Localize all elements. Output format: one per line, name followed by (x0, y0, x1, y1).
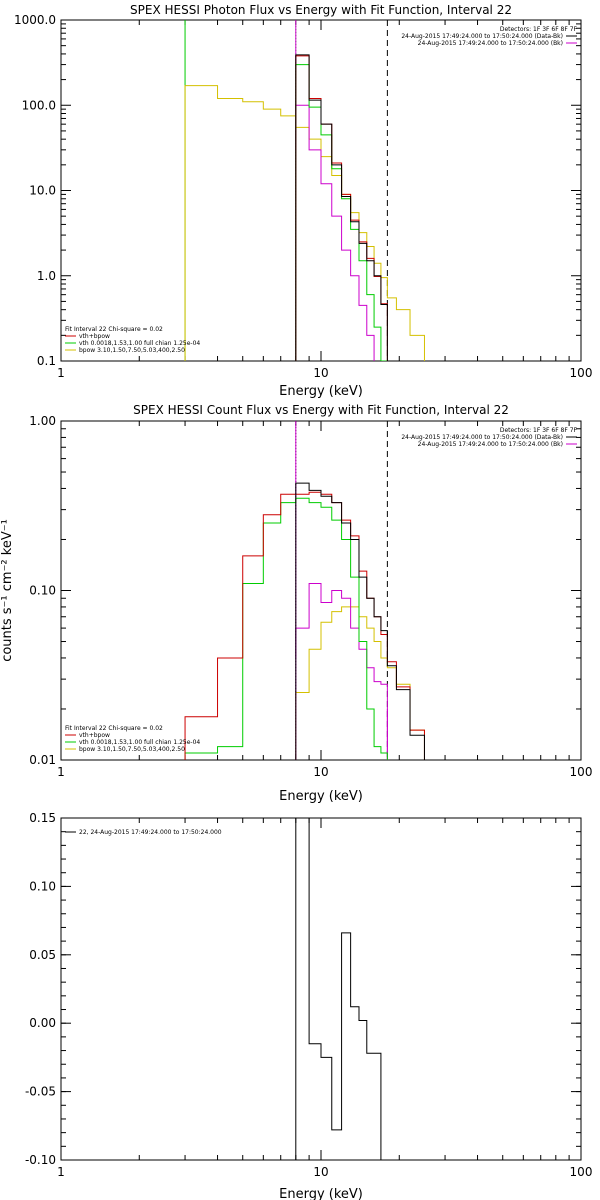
y-tick-label: 0.05 (29, 948, 56, 962)
legend-entry: Detectors: 1F 3F 6F 8F 7F (500, 26, 578, 33)
legend-entry: vth 0.0018,1.53,1.00 full chian 1.25e-04 (79, 739, 200, 746)
plot-area (184, 20, 425, 361)
chart-panel-2: SPEX HESSI Count Flux vs Energy with Fit… (0, 403, 592, 804)
plot-frame (60, 817, 582, 1161)
y-tick-label: 0.00 (29, 1016, 56, 1030)
chart-title: SPEX HESSI Photon Flux vs Energy with Fi… (130, 3, 512, 17)
y-tick-label: 0.1 (37, 354, 56, 368)
x-tick-label: 1 (57, 765, 65, 779)
x-tick-label: 100 (570, 1165, 593, 1179)
histogram-series-bpow (295, 606, 425, 760)
chart-panel-1: SPEX HESSI Photon Flux vs Energy with Fi… (14, 3, 592, 399)
y-tick-label: -0.10 (25, 1153, 56, 1167)
y-tick-label: 1.00 (29, 414, 56, 428)
x-tick-label: 10 (313, 765, 328, 779)
legend-entry: 24-Aug-2015 17:49:24.000 to 17:50:24.000… (418, 441, 563, 448)
x-tick-label: 10 (313, 1165, 328, 1179)
histogram-series-background (295, 104, 375, 361)
histogram-series-data (295, 54, 388, 361)
chart-title: SPEX HESSI Count Flux vs Energy with Fit… (133, 403, 509, 417)
x-tick-label: 1 (57, 1165, 65, 1179)
legend-entry: Fit Interval 22 Chi-square = 0.02 (65, 326, 163, 333)
legend-entry: 22, 24-Aug-2015 17:49:24.000 to 17:50:24… (79, 829, 222, 836)
x-tick-label: 1 (57, 366, 65, 380)
legend-entry: 24-Aug-2015 17:49:24.000 to 17:50:24.000… (418, 40, 563, 47)
x-tick-label: 100 (570, 366, 593, 380)
histogram-series-vth (184, 497, 388, 760)
plot-frame (60, 19, 582, 362)
x-axis-label: Energy (keV) (279, 1187, 363, 1200)
y-tick-label: 0.01 (29, 753, 56, 767)
y-tick-label: 0.10 (29, 879, 56, 893)
legend-entry: 24-Aug-2015 17:49:24.000 to 17:50:24.000… (401, 33, 563, 40)
histogram-series-background (295, 582, 388, 760)
legend-entry: vth 0.0018,1.53,1.00 full chian 1.25e-04 (79, 340, 200, 347)
y-axis-label: counts s⁻¹ cm⁻² keV⁻¹ (0, 519, 15, 662)
y-tick-label: 0.10 (29, 584, 56, 598)
x-tick-label: 10 (313, 366, 328, 380)
histogram-series-bpow (184, 85, 425, 361)
legend-entry: bpow 3.10,1.50,7.50,5.03,400,2.50 (79, 347, 185, 354)
x-axis-label: Energy (keV) (279, 384, 363, 399)
plot-area (295, 818, 388, 1160)
legend-entry: vth+bpow (79, 333, 110, 340)
y-tick-label: 1000.0 (14, 13, 56, 27)
legend-entry: 24-Aug-2015 17:49:24.000 to 17:50:24.000… (401, 434, 563, 441)
legend-entry: bpow 3.10,1.50,7.50,5.03,400,2.50 (79, 746, 185, 753)
x-tick-label: 100 (570, 765, 593, 779)
histogram-series-data (295, 482, 425, 760)
x-axis-label: Energy (keV) (279, 789, 363, 804)
legend-entry: Fit Interval 22 Chi-square = 0.02 (65, 725, 163, 732)
legend-left: 22, 24-Aug-2015 17:49:24.000 to 17:50:24… (65, 829, 222, 836)
histogram-series-data (295, 818, 388, 1160)
y-tick-label: 1.0 (37, 269, 56, 283)
y-tick-label: 10.0 (29, 184, 56, 198)
legend-entry: Detectors: 1F 3F 6F 8F 7F (500, 427, 578, 434)
histogram-series-total (184, 491, 425, 760)
chart-panel-3: Energy (keV) 1 10 100 -0.10 -0.05 0.00 0.05 0.10… (25, 811, 593, 1200)
legend-left: Fit Interval 22 Chi-square = 0.02vth+bpo… (65, 326, 200, 354)
legend-left: Fit Interval 22 Chi-square = 0.02vth+bpo… (65, 725, 200, 753)
plot-area (184, 421, 425, 760)
y-tick-label: -0.05 (25, 1085, 56, 1099)
y-tick-label: 0.15 (29, 811, 56, 825)
y-tick-label: 100.0 (22, 98, 56, 112)
legend-entry: vth+bpow (79, 732, 110, 739)
